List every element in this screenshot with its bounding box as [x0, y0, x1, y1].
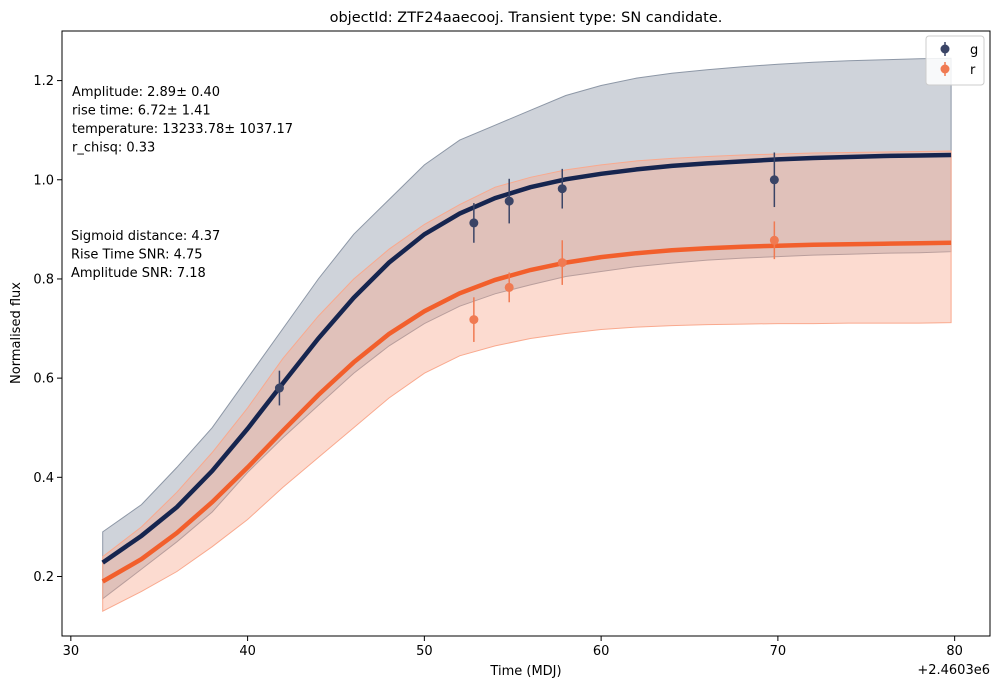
y-tick-label: 0.2: [33, 570, 54, 585]
y-tick-label: 1.0: [33, 173, 54, 188]
r-data-point: [557, 258, 567, 268]
annotation-text: Amplitude: 2.89± 0.40: [72, 85, 220, 100]
annotation-snr: Sigmoid distance: 4.37 Rise Time SNR: 4.7…: [71, 229, 220, 281]
x-tick-label: 80: [946, 644, 963, 659]
r-uncertainty-band: [102, 150, 952, 613]
r-fit-line: [101, 240, 952, 584]
g-data-point: [769, 175, 779, 185]
legend-box: [925, 35, 985, 86]
plot-area: [101, 57, 952, 613]
x-tick-label: 70: [770, 644, 787, 659]
axes-frame: [61, 30, 991, 637]
x-axis: 30 40 50 60 70 80: [63, 636, 963, 659]
annotation-text: rise time: 6.72± 1.41: [72, 104, 211, 119]
g-data-point: [504, 196, 514, 206]
legend: gr: [925, 35, 985, 86]
annotation-fit-params: Amplitude: 2.89± 0.40 rise time: 6.72± 1.…: [72, 85, 293, 156]
annotation-text: Amplitude SNR: 7.18: [71, 266, 206, 281]
x-tick-label: 50: [416, 644, 433, 659]
r-data-point: [769, 235, 779, 245]
legend-marker-g: [940, 44, 950, 54]
r-data-point: [504, 282, 514, 292]
annotation-text: r_chisq: 0.33: [72, 141, 155, 156]
legend-label-r: r: [970, 63, 976, 78]
x-tick-label: 40: [239, 644, 256, 659]
y-axis-label: Normalised flux: [9, 282, 24, 384]
x-offset-label: +2.4603e6: [917, 663, 990, 678]
chart-title: objectId: ZTF24aaecooj. Transient type: …: [330, 10, 723, 26]
y-tick-label: 0.4: [33, 471, 54, 486]
g-data-point: [274, 383, 284, 393]
y-tick-label: 0.8: [33, 272, 54, 287]
y-tick-label: 0.6: [33, 372, 54, 387]
r-data-point: [469, 315, 479, 325]
x-axis-label: Time (MDJ): [489, 664, 561, 679]
legend-marker-r: [940, 64, 950, 74]
legend-label-g: g: [970, 43, 978, 58]
annotation-text: Sigmoid distance: 4.37: [71, 229, 220, 244]
y-tick-label: 1.2: [33, 74, 54, 89]
x-tick-label: 30: [63, 644, 80, 659]
g-fit-line: [101, 152, 952, 565]
g-data-point: [557, 184, 567, 194]
annotation-text: temperature: 13233.78± 1037.17: [72, 122, 293, 137]
g-data-point: [469, 218, 479, 228]
x-tick-label: 60: [593, 644, 610, 659]
y-axis: 0.2 0.4 0.6 0.8 1.0 1.2: [33, 74, 62, 585]
annotation-text: Rise Time SNR: 4.75: [71, 248, 203, 263]
